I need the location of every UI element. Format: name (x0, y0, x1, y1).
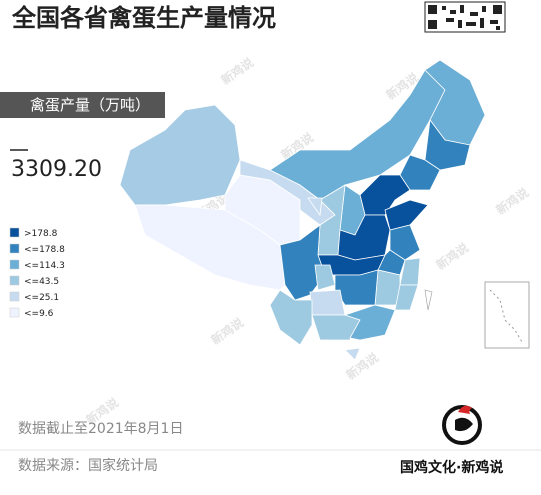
brand: 国鸡文化·新鸡说 (400, 459, 503, 476)
footnote-date: 数据截止至2021年8月1日 (18, 421, 183, 437)
watermark: 新鸡说 (493, 185, 531, 218)
watermark: 新鸡说 (218, 55, 256, 88)
legend-swatch (9, 227, 20, 238)
watermark: 新鸡说 (343, 350, 381, 383)
legend-swatch (9, 243, 20, 254)
title: 全国各省禽蛋生产量情况 (11, 4, 276, 32)
logo (442, 405, 482, 445)
legend: >178.8 <=178.8 <=114.3 <=43.5 <=25.1 <=9.6 (9, 227, 65, 319)
watermark: 新鸡说 (433, 240, 471, 273)
legend-label: >178.8 (24, 229, 58, 239)
legend-swatch (9, 275, 20, 286)
legend-swatch (9, 291, 20, 302)
total-value: 3309.20 (11, 157, 102, 182)
legend-swatch (9, 307, 20, 318)
map (119, 59, 530, 361)
footnote-source: 数据来源：国家统计局 (18, 457, 158, 474)
legend-label: <=43.5 (24, 277, 59, 287)
legend-label: <=9.6 (24, 309, 54, 319)
legend-label: <=25.1 (24, 293, 59, 303)
legend-label: <=114.3 (24, 261, 65, 271)
legend-swatch (9, 259, 20, 270)
legend-label: <=178.8 (24, 245, 65, 255)
qr-code (424, 1, 506, 33)
indicator-box (0, 92, 165, 118)
watermark: 新鸡说 (208, 315, 246, 348)
indicator-label: 禽蛋产量（万吨） (30, 96, 150, 114)
